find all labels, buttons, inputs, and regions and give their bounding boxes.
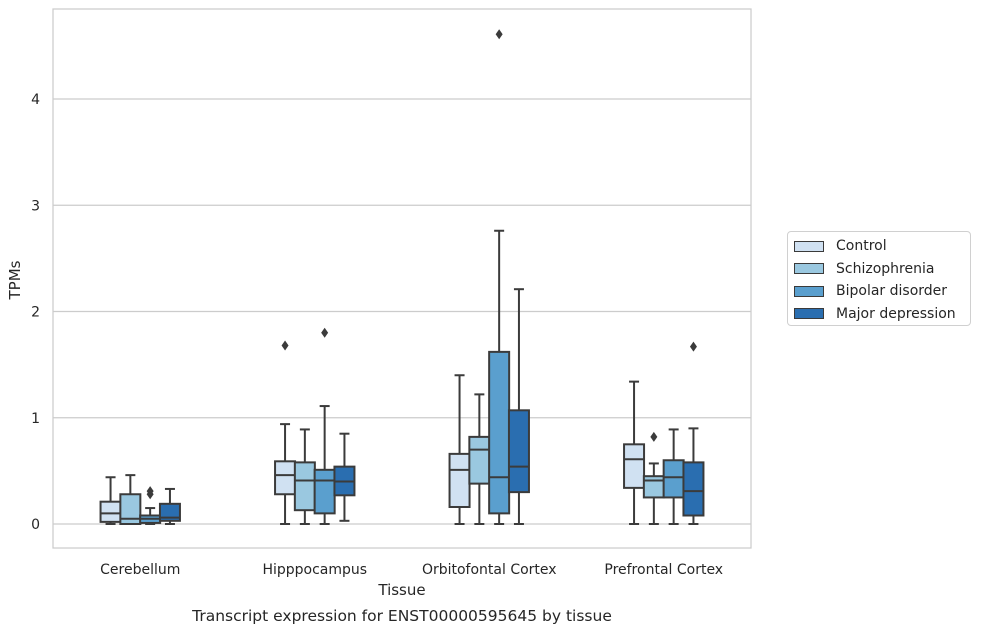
legend-label: Bipolar disorder	[836, 283, 948, 299]
y-tick-label: 4	[31, 92, 40, 108]
box-0-2	[139, 486, 162, 525]
box-1-1	[293, 428, 316, 525]
y-tick-label: 0	[31, 517, 40, 533]
legend-label: Control	[836, 238, 887, 254]
box-body	[274, 460, 297, 496]
box-1-2	[313, 327, 336, 525]
box-body	[682, 461, 705, 517]
box-body	[488, 350, 511, 515]
plot-area-frame	[52, 8, 752, 549]
box-groups	[99, 29, 705, 525]
chart-title: Transcript expression for ENST0000059564…	[191, 607, 612, 625]
box-0-3	[158, 487, 181, 525]
outlier-point	[650, 431, 658, 442]
box-3-2	[662, 428, 685, 525]
box-body	[448, 452, 471, 508]
box-body	[662, 459, 685, 499]
box-2-2	[488, 29, 511, 525]
box-2-1	[468, 393, 491, 525]
x-tick-label: Cerebellum	[100, 562, 180, 578]
legend-label: Major depression	[836, 305, 956, 322]
box-0-0	[99, 476, 122, 525]
y-axis-ticks: 0 1 2 3 4	[31, 92, 40, 533]
box-1-0	[274, 340, 297, 525]
outlier-point	[321, 327, 329, 338]
box-body	[313, 468, 336, 515]
box-body	[119, 493, 142, 525]
box-body	[507, 409, 530, 494]
legend-swatch	[794, 263, 824, 274]
legend-item: Major depression	[794, 303, 956, 325]
legend-swatch	[794, 308, 824, 319]
x-tick-label: Hipppocampus	[262, 562, 367, 578]
y-tick-label: 2	[31, 305, 40, 321]
box-1-3	[333, 432, 356, 522]
legend-item: Bipolar disorder	[794, 280, 947, 302]
box-0-1	[119, 474, 142, 525]
y-axis-label: TPMs	[6, 260, 24, 300]
outlier-point	[146, 486, 154, 497]
outlier-point	[689, 341, 697, 352]
outlier-point	[495, 29, 503, 40]
y-tick-label: 3	[31, 198, 40, 214]
box-body	[642, 475, 665, 499]
outlier-point	[281, 340, 289, 351]
x-axis-label: Tissue	[377, 581, 425, 599]
grid-lines	[53, 98, 751, 525]
box-body	[468, 435, 491, 485]
legend-item: Control	[794, 235, 887, 257]
box-2-3	[507, 288, 530, 525]
box-body	[158, 502, 181, 522]
box-3-1	[642, 431, 665, 525]
x-tick-label: Prefrontal Cortex	[604, 562, 723, 578]
y-tick-label: 1	[31, 411, 40, 427]
box-body	[293, 461, 316, 512]
legend-swatch	[794, 285, 824, 297]
box-2-0	[448, 374, 471, 525]
legend-item: Schizophrenia	[794, 258, 934, 280]
x-axis-ticks: Cerebellum Hipppocampus Orbitofontal Corte…	[100, 562, 723, 578]
box-body	[623, 443, 646, 489]
box-body	[99, 500, 122, 523]
legend-swatch	[794, 240, 824, 252]
legend: Control Schizophrenia Bipolar disorder Majo…	[787, 231, 971, 326]
box-3-0	[623, 380, 646, 525]
x-tick-label: Orbitofontal Cortex	[422, 562, 557, 578]
legend-label: Schizophrenia	[836, 260, 935, 277]
box-3-3	[682, 341, 705, 525]
